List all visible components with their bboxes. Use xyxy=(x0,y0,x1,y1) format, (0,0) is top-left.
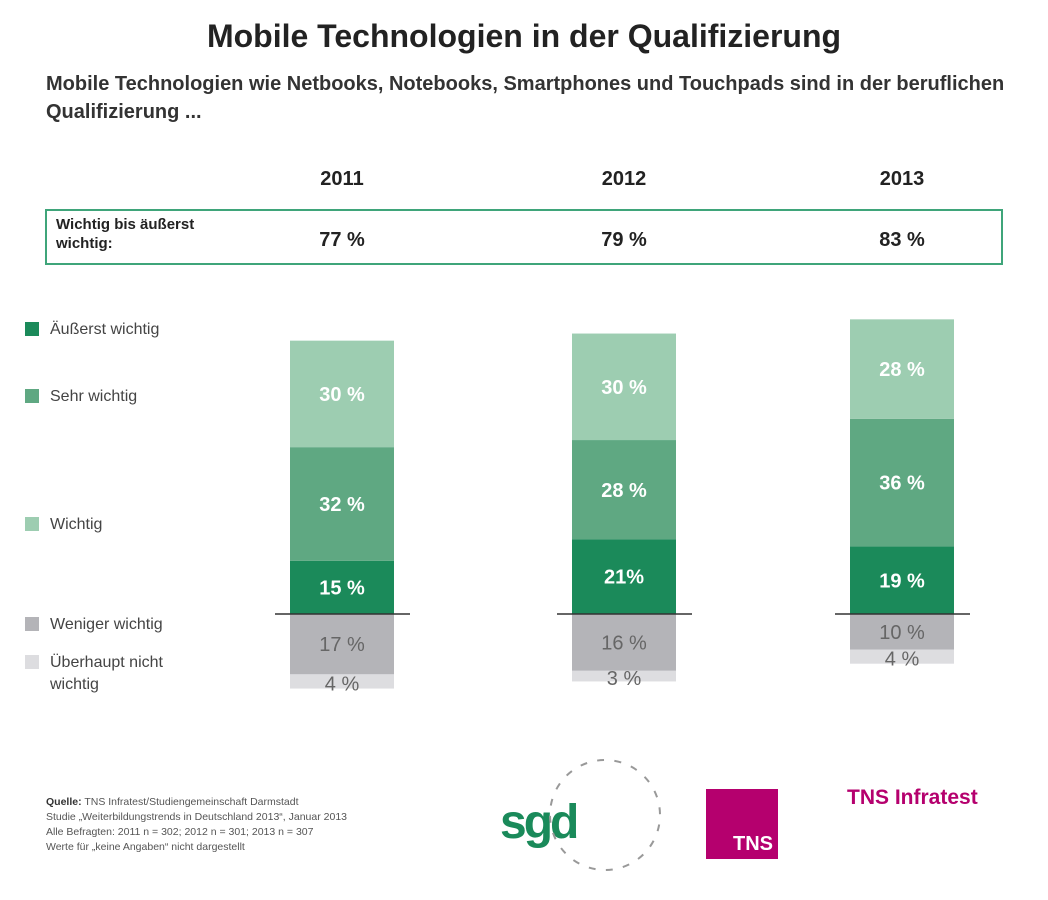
legend-label: Weniger wichtig xyxy=(50,616,163,633)
legend-swatch xyxy=(25,389,39,403)
legend-label: Sehr wichtig xyxy=(50,388,138,405)
year-label-2011: 2011 xyxy=(320,168,364,190)
chart-title: Mobile Technologien in der Qualifizierun… xyxy=(206,18,842,54)
bar-segment-2013-2 xyxy=(850,319,954,419)
source-sample: Alle Befragten: 2011 n = 302; 2012 n = 3… xyxy=(46,826,314,838)
bar-segment-2013-1 xyxy=(850,418,954,547)
bar-segment-2011-0 xyxy=(290,560,394,614)
source-note: Werte für „keine Angaben“ nicht dargeste… xyxy=(46,841,245,853)
year-label-2012: 2012 xyxy=(601,168,647,190)
legend-swatch xyxy=(25,322,39,336)
data-label-2011-2: 30 % xyxy=(319,384,365,406)
chart-subtitle: Mobile Technologien wie Netbooks, Notebo… xyxy=(46,73,1005,123)
bar-segment-2011-1 xyxy=(290,447,394,561)
data-label-2012-3: 16 % xyxy=(601,632,647,654)
bar-segment-2011-2 xyxy=(290,340,394,448)
data-label-2013-1: 36 % xyxy=(879,473,925,495)
source-label: Quelle: xyxy=(46,796,82,808)
data-label-2012-0: 21% xyxy=(604,567,644,589)
bar-segment-2011-4 xyxy=(290,674,394,689)
source-text: TNS Infratest/Studiengemeinschaft Darmst… xyxy=(84,796,299,808)
bar-segment-2013-0 xyxy=(850,546,954,614)
summary-value-2012: 79 % xyxy=(601,229,647,251)
year-label-2013: 2013 xyxy=(879,168,925,190)
tns-logo-text: TNS xyxy=(733,833,773,855)
bar-segment-2013-3 xyxy=(850,614,954,650)
bar-segment-2012-0 xyxy=(572,539,676,614)
data-label-2013-4: 4 % xyxy=(885,649,920,671)
data-label-2012-1: 28 % xyxy=(601,480,647,502)
legend-swatch xyxy=(25,617,39,631)
bar-segment-2012-2 xyxy=(572,333,676,441)
sgd-ring-logo xyxy=(549,759,661,871)
bar-segment-2011-3 xyxy=(290,614,394,675)
data-label-2012-2: 30 % xyxy=(601,377,647,399)
summary-label: Wichtig bis äußerst wichtig: xyxy=(56,216,195,252)
legend-label: Äußerst wichtig xyxy=(50,321,160,338)
summary-value-2011: 77 % xyxy=(319,229,365,251)
legend-label: Überhaupt nicht wichtig xyxy=(50,654,163,693)
data-label-2011-0: 15 % xyxy=(319,577,365,599)
footer-source: Quelle: TNS Infratest/Studiengemeinschaf… xyxy=(46,795,347,855)
data-label-2013-3: 10 % xyxy=(879,622,925,644)
data-label-2013-2: 28 % xyxy=(879,359,925,381)
data-label-2011-1: 32 % xyxy=(319,494,365,516)
sgd-logo: sgd xyxy=(500,796,579,849)
summary-value-2013: 83 % xyxy=(879,229,925,251)
tns-infratest-logo: TNS Infratest xyxy=(847,786,978,809)
tns-logo: TNS xyxy=(706,789,778,859)
summary-box xyxy=(45,209,1003,265)
data-label-2011-4: 4 % xyxy=(325,673,360,695)
data-label-2012-4: 3 % xyxy=(607,668,642,690)
source-study: Studie „Weiterbildungstrends in Deutschl… xyxy=(46,811,347,823)
bar-segment-2012-3 xyxy=(572,614,676,671)
bar-segment-2013-4 xyxy=(850,649,954,664)
legend-label: Wichtig xyxy=(50,516,103,533)
legend-swatch xyxy=(25,655,39,669)
data-label-2011-3: 17 % xyxy=(319,634,365,656)
legend-swatch xyxy=(25,517,39,531)
bar-segment-2012-4 xyxy=(572,670,676,682)
data-label-2013-0: 19 % xyxy=(879,570,925,592)
bar-segment-2012-1 xyxy=(572,440,676,540)
